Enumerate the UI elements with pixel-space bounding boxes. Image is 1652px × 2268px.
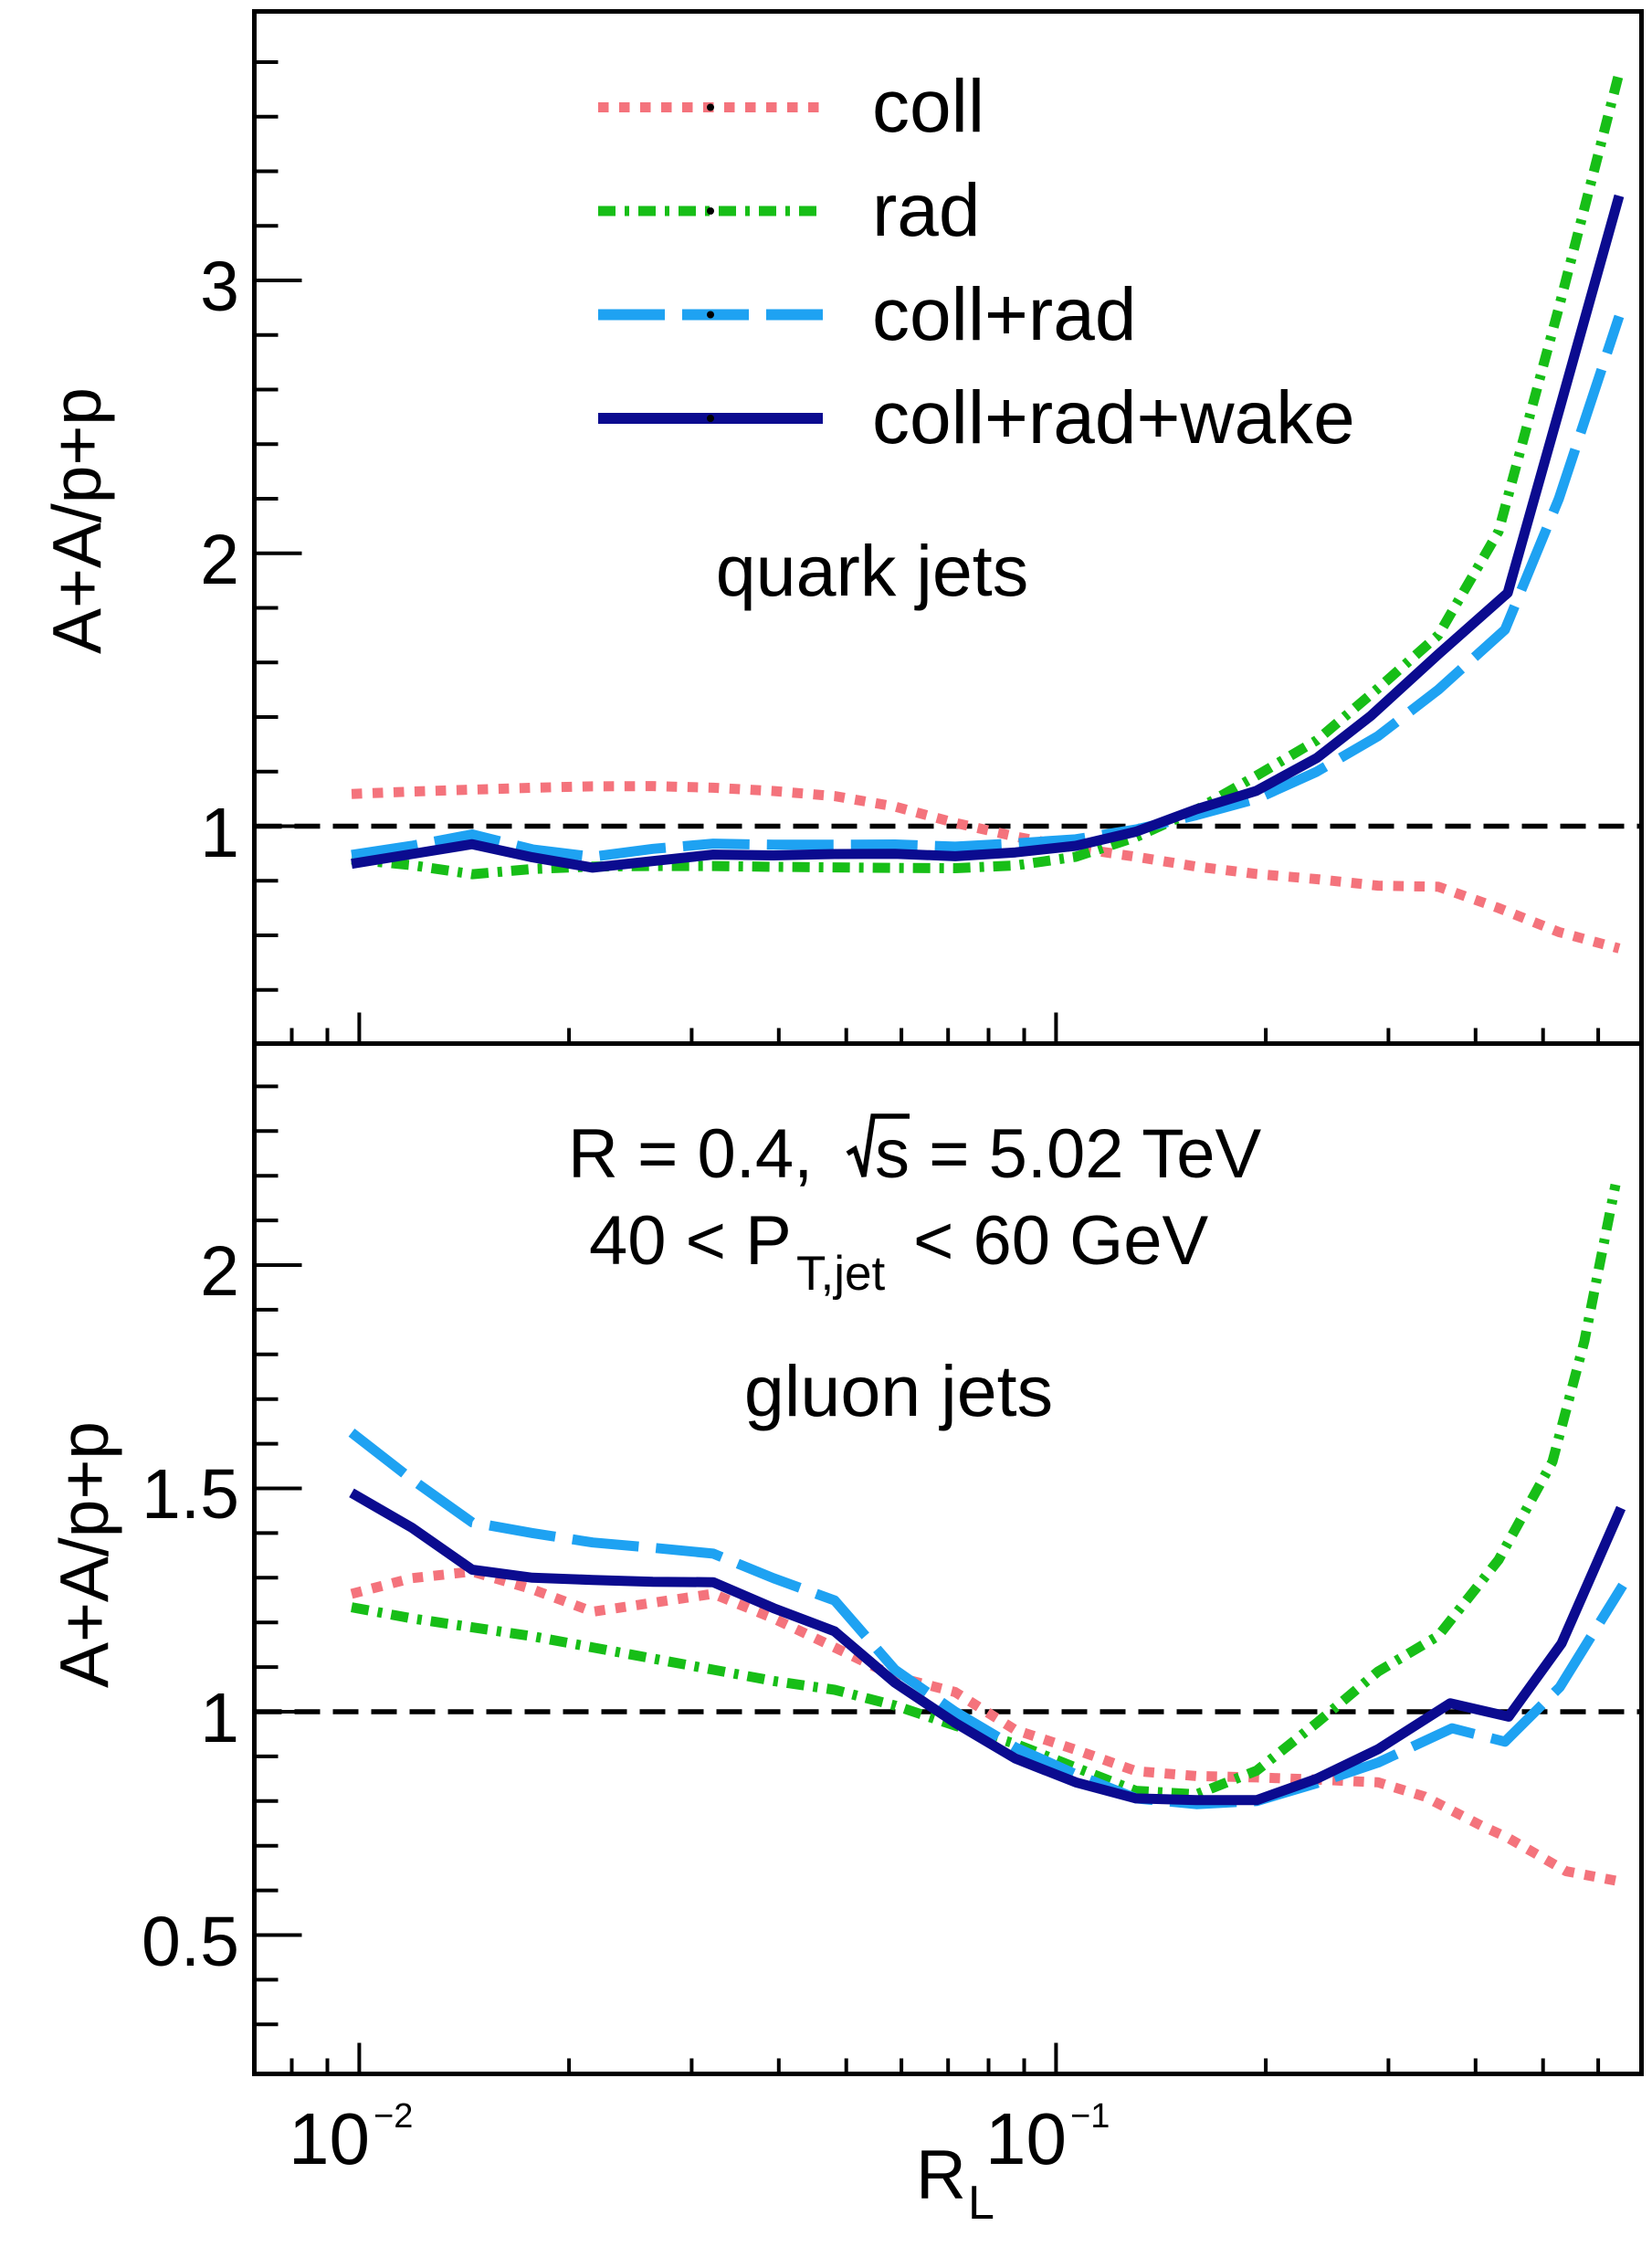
svg-text:coll+rad: coll+rad [872,273,1136,356]
svg-text:1.5: 1.5 [142,1455,239,1534]
svg-text:R: R [916,2136,966,2214]
svg-text:rad: rad [872,169,981,252]
svg-text:10: 10 [985,2098,1067,2179]
svg-text:−1: −1 [1070,2097,1110,2136]
svg-text:T,jet: T,jet [796,1247,885,1301]
svg-text:< 60 GeV: < 60 GeV [913,1202,1209,1280]
svg-text:R = 0.4,: R = 0.4, [568,1115,813,1193]
svg-text:A+A/p+p: A+A/p+p [46,1421,122,1688]
svg-text:2: 2 [200,521,239,599]
svg-text:−2: −2 [374,2097,413,2136]
svg-text:L: L [968,2177,994,2230]
svg-text:0.5: 0.5 [142,1903,239,1981]
svg-text:40 < P: 40 < P [589,1202,792,1280]
svg-text:1: 1 [200,794,239,872]
svg-text:A+A/p+p: A+A/p+p [38,387,115,654]
svg-text:coll+rad+wake: coll+rad+wake [872,376,1355,459]
svg-text:gluon jets: gluon jets [744,1350,1053,1431]
svg-text:coll: coll [872,65,984,148]
svg-text:1: 1 [200,1679,239,1757]
svg-text:3: 3 [200,248,239,326]
svg-text:10: 10 [289,2098,370,2179]
svg-text:2: 2 [200,1232,239,1311]
svg-text:s = 5.02 TeV: s = 5.02 TeV [875,1115,1262,1193]
svg-text:quark jets: quark jets [716,530,1029,611]
